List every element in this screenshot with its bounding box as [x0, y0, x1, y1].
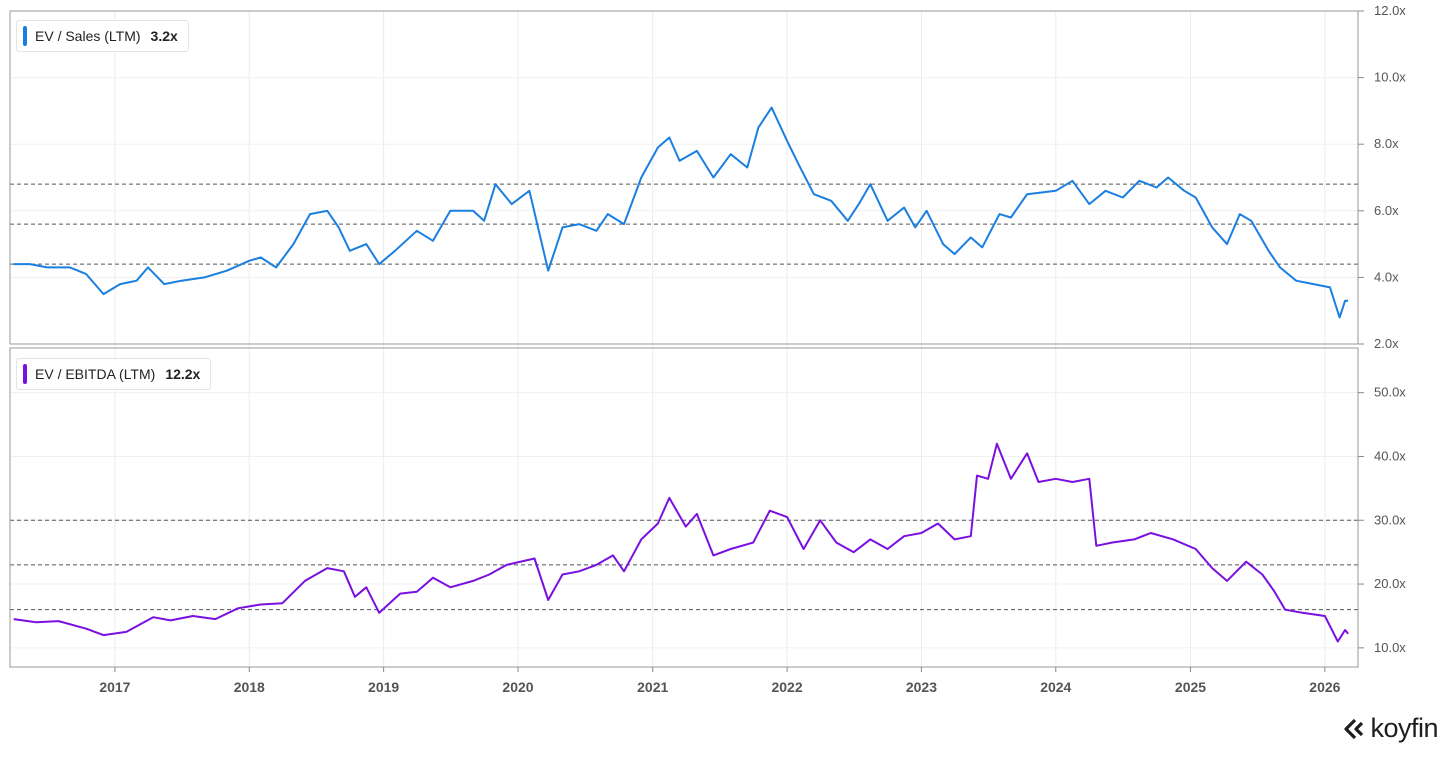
x-tick-label: 2023 [906, 679, 937, 695]
x-tick-label: 2021 [637, 679, 668, 695]
legend-ev-ebitda[interactable]: EV / EBITDA (LTM) 12.2x [16, 358, 212, 390]
y-tick-label: 12.0x [1374, 3, 1406, 18]
panel-frame [9, 347, 1359, 668]
legend-name-ev-sales: EV / Sales (LTM) [35, 28, 141, 44]
koyfin-chevron-icon [1344, 718, 1364, 739]
legend-name-ev-ebitda: EV / EBITDA (LTM) [35, 366, 156, 382]
legend-swatch-ev-sales [23, 26, 27, 46]
x-tick-label: 2022 [771, 679, 802, 695]
x-tick-label: 2019 [368, 679, 399, 695]
y-tick-label: 4.0x [1374, 269, 1399, 284]
y-tick-label: 10.0x [1374, 640, 1406, 655]
y-tick-label: 10.0x [1374, 70, 1406, 85]
y-tick-label: 40.0x [1374, 448, 1406, 463]
series-line-ev-sales [13, 106, 1349, 319]
series-line-ev-ebitda [13, 442, 1349, 643]
x-tick-label: 2025 [1175, 679, 1206, 695]
x-tick-label: 2026 [1309, 679, 1340, 695]
panel-frame [9, 10, 1359, 345]
x-tick-label: 2017 [99, 679, 130, 695]
brand-name: koyfin [1370, 713, 1438, 743]
x-tick-label: 2020 [502, 679, 533, 695]
legend-ev-sales[interactable]: EV / Sales (LTM) 3.2x [16, 20, 189, 52]
legend-value-ev-sales: 3.2x [150, 28, 178, 44]
x-tick-label: 2018 [234, 679, 265, 695]
y-tick-label: 2.0x [1374, 336, 1399, 351]
koyfin-brand[interactable]: koyfin [1342, 713, 1438, 744]
y-tick-label: 6.0x [1374, 203, 1399, 218]
y-tick-label: 20.0x [1374, 576, 1406, 591]
x-tick-label: 2024 [1040, 679, 1071, 695]
y-tick-label: 30.0x [1374, 512, 1406, 527]
legend-value-ev-ebitda: 12.2x [165, 366, 201, 382]
y-tick-label: 50.0x [1374, 385, 1406, 400]
legend-swatch-ev-ebitda [23, 364, 27, 384]
y-tick-label: 8.0x [1374, 136, 1399, 151]
